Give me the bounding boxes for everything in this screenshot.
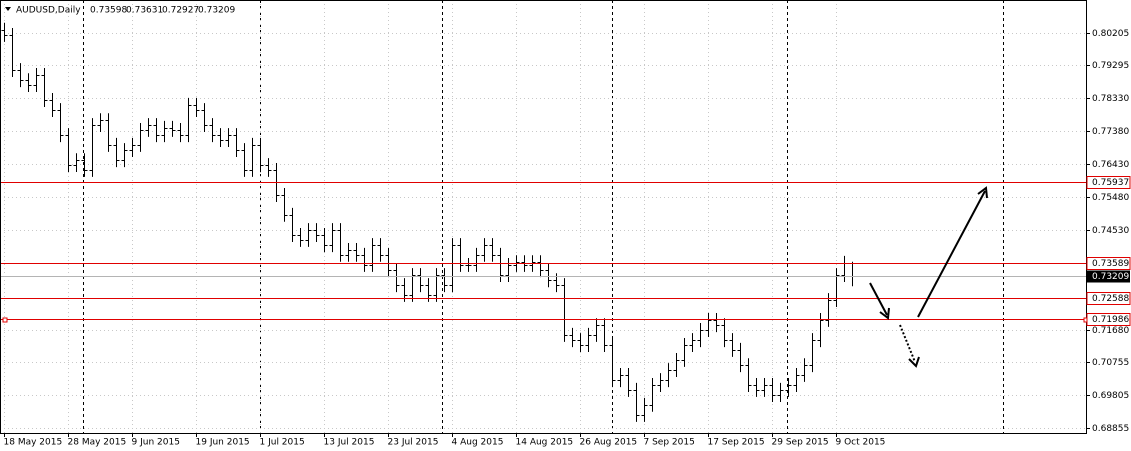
price-label-box: [1087, 270, 1130, 283]
plot: [0, 0, 1086, 433]
arrows: [869, 186, 988, 368]
price-label: 0.73209: [1092, 272, 1129, 282]
y-tick-label: 0.75480: [1092, 193, 1129, 203]
y-tick-label: 0.70755: [1092, 358, 1129, 368]
x-tick-label: 19 Jun 2015: [196, 438, 250, 448]
y-tick-label: 0.68855: [1092, 424, 1129, 434]
level-label-box: [1086, 313, 1131, 326]
y-tick-label: 0.78330: [1092, 94, 1129, 104]
y-tick-label: 0.80205: [1092, 29, 1129, 39]
x-tick-label: 7 Sep 2015: [644, 438, 695, 448]
close-value: 0.73209: [198, 6, 235, 16]
y-tick-label: 0.79295: [1092, 61, 1129, 71]
header: AUDUSD,Daily 0.73598 0.73631 0.72927 0.7…: [5, 6, 235, 16]
x-tick-label: 9 Jun 2015: [132, 438, 180, 448]
arrow: [869, 282, 888, 316]
menu-icon: [5, 7, 11, 11]
level-label: 0.73589: [1092, 259, 1129, 269]
y-tick-label: 0.77380: [1092, 127, 1129, 137]
level-label-box: [1086, 257, 1131, 270]
x-tick-label: 26 Aug 2015: [580, 438, 638, 448]
y-tick-label: 0.71680: [1092, 326, 1129, 336]
y-tick-label: 0.76430: [1092, 160, 1129, 170]
arrow-head: [879, 307, 890, 320]
level-label-box: [1086, 176, 1131, 189]
x-tick-label: 29 Sep 2015: [772, 438, 829, 448]
arrow-head: [977, 186, 988, 199]
x-tick-label: 4 Aug 2015: [452, 438, 504, 448]
x-tick-label: 14 Aug 2015: [516, 438, 574, 448]
level-label: 0.72588: [1092, 294, 1129, 304]
symbol: AUDUSD,Daily: [16, 6, 81, 16]
arrow: [917, 190, 986, 318]
x-tick-label: 13 Jul 2015: [324, 438, 375, 448]
level-handle: [2, 317, 8, 323]
x-tick-label: 9 Oct 2015: [836, 438, 886, 448]
level-label-box: [1086, 292, 1131, 305]
low-value: 0.72927: [162, 6, 199, 16]
y-tick-label: 0.69805: [1092, 391, 1129, 401]
arrow: [899, 324, 916, 363]
level-label: 0.75937: [1092, 178, 1129, 188]
plot-border: [0, 0, 1087, 434]
high-value: 0.73631: [126, 6, 163, 16]
level-label: 0.71986: [1092, 315, 1129, 325]
y-tick-label: 0.74530: [1092, 226, 1129, 236]
x-tick-label: 17 Sep 2015: [708, 438, 765, 448]
x-tick-label: 28 May 2015: [68, 438, 127, 448]
open-value: 0.73598: [90, 6, 127, 16]
arrow-head: [908, 356, 920, 368]
x-tick-label: 1 Jul 2015: [260, 438, 305, 448]
x-tick-label: 18 May 2015: [4, 438, 63, 448]
x-tick-label: 23 Jul 2015: [388, 438, 439, 448]
